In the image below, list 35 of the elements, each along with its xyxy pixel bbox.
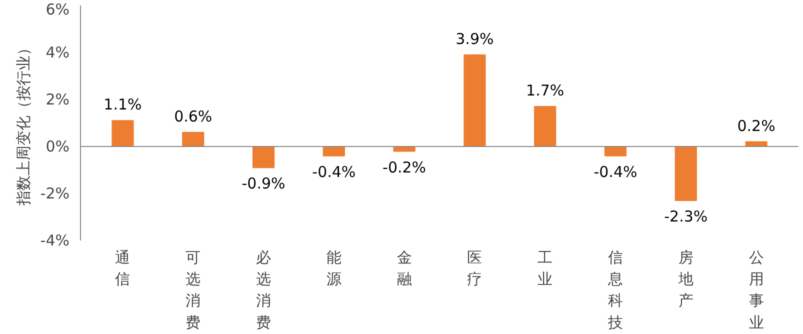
x-tick-label: 可选消费 xyxy=(186,248,201,332)
data-label: -0.4% xyxy=(594,162,638,181)
data-label: -0.9% xyxy=(242,174,286,193)
x-tick-label: 公用事业 xyxy=(748,248,764,332)
y-tick-label: -2% xyxy=(40,184,70,202)
y-tick-label: 0% xyxy=(46,138,70,156)
y-tick-label: 2% xyxy=(46,90,70,108)
x-tick-label: 医疗 xyxy=(467,248,482,288)
data-label: -2.3% xyxy=(664,208,708,226)
bar xyxy=(534,106,556,147)
y-tick-label: 4% xyxy=(46,44,70,62)
data-label: 0.6% xyxy=(174,107,212,126)
bar xyxy=(674,146,697,202)
data-label: 1.1% xyxy=(104,96,142,114)
y-tick-label: -4% xyxy=(40,232,70,250)
data-label: 1.7% xyxy=(526,82,564,100)
y-tick-label: 6% xyxy=(46,0,70,18)
x-tick-label: 工业 xyxy=(538,248,553,288)
bar xyxy=(112,120,134,147)
data-label: 3.9% xyxy=(456,30,494,48)
bar xyxy=(464,54,486,147)
bar xyxy=(252,146,275,168)
data-label: 0.2% xyxy=(737,116,776,135)
x-tick-label: 信息科技 xyxy=(606,248,623,332)
x-tick-label: 通信 xyxy=(115,248,130,288)
data-label: -0.2% xyxy=(382,158,426,176)
bar xyxy=(182,132,204,147)
x-tick-label: 金融 xyxy=(396,248,412,288)
x-tick-label: 能源 xyxy=(326,248,342,288)
x-tick-label: 必选消费 xyxy=(256,248,272,332)
data-label: -0.4% xyxy=(312,162,356,181)
y-axis-title: 指数上周变化（按行业） xyxy=(14,40,32,206)
bar xyxy=(322,146,345,156)
x-tick-label: 房地产 xyxy=(677,248,694,310)
bar xyxy=(604,146,627,156)
